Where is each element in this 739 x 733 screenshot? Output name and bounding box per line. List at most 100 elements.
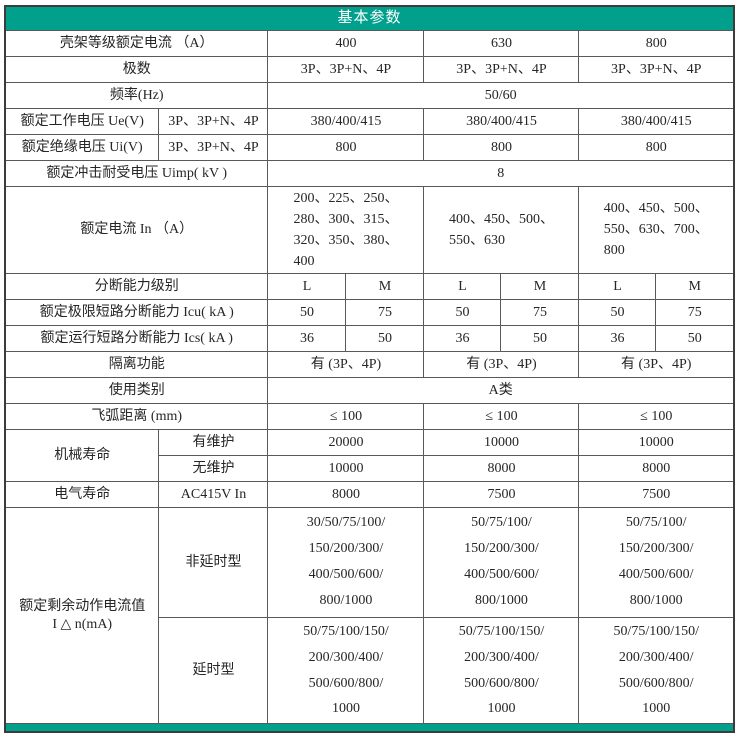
- label-frame-current: 壳架等级额定电流 （A）: [4, 29, 269, 57]
- table-row: 额定运行短路分断能力 Ics( kA ) 36 50 36 50 36 50: [4, 324, 735, 352]
- breaking-grade-value-2: L: [423, 272, 502, 300]
- rated-current-value-0: 200、225、250、 280、300、315、 320、350、380、 4…: [267, 185, 425, 274]
- rated-current-value-2: 400、450、500、 550、630、700、 800: [578, 185, 735, 274]
- icu-value-0: 50: [267, 298, 347, 326]
- poles-value-0: 3P、3P+N、4P: [267, 55, 425, 83]
- table-row: 基本参数: [4, 5, 735, 31]
- without-maintenance-value-0: 10000: [267, 454, 425, 482]
- frame-current-value-1: 630: [423, 29, 580, 57]
- without-maintenance-value-1: 8000: [423, 454, 580, 482]
- with-maintenance-value-0: 20000: [267, 428, 425, 456]
- table-row: 额定工作电压 Ue(V) 3P、3P+N、4P 380/400/415 380/…: [4, 107, 735, 135]
- label-residual-current: 额定剩余动作电流值 I △ n(mA): [4, 506, 160, 725]
- working-voltage-value-1: 380/400/415: [423, 107, 580, 135]
- table-row: 极数 3P、3P+N、4P 3P、3P+N、4P 3P、3P+N、4P: [4, 55, 735, 83]
- rated-current-list: 400、450、500、 550、630: [448, 211, 554, 248]
- delay-value-0: 50/75/100/150/ 200/300/400/ 500/600/800/…: [267, 616, 425, 725]
- label-arc-distance: 飞弧距离 (mm): [4, 402, 269, 430]
- insulation-voltage-value-2: 800: [578, 133, 735, 161]
- ics-value-3: 50: [500, 324, 580, 352]
- table-row: 电气寿命 AC415V In 8000 7500 7500: [4, 480, 735, 508]
- icu-value-5: 75: [655, 298, 735, 326]
- isolation-value-1: 有 (3P、4P): [423, 350, 580, 378]
- label-utilization-category: 使用类别: [4, 376, 269, 404]
- bottom-accent-bar: [4, 723, 735, 733]
- table-row: 额定剩余动作电流值 I △ n(mA) 非延时型 30/50/75/100/ 1…: [4, 506, 735, 725]
- ics-value-5: 50: [655, 324, 735, 352]
- ics-value-1: 50: [345, 324, 425, 352]
- electrical-life-sub-label: AC415V In: [158, 480, 269, 508]
- insulation-voltage-value-1: 800: [423, 133, 580, 161]
- table-row: 壳架等级额定电流 （A） 400 630 800: [4, 29, 735, 57]
- label-non-delay: 非延时型: [158, 506, 269, 618]
- rated-current-list: 200、225、250、 280、300、315、 320、350、380、 4…: [293, 190, 399, 269]
- table-row: 额定冲击耐受电压 Uimp( kV ) 8: [4, 159, 735, 187]
- label-icu: 额定极限短路分断能力 Icu( kA ): [4, 298, 269, 326]
- icu-value-4: 50: [578, 298, 657, 326]
- breaking-grade-value-1: M: [345, 272, 425, 300]
- isolation-value-0: 有 (3P、4P): [267, 350, 425, 378]
- label-frequency: 频率(Hz): [4, 81, 269, 109]
- rated-current-list: 400、450、500、 550、630、700、 800: [603, 201, 709, 259]
- poles-value-2: 3P、3P+N、4P: [578, 55, 735, 83]
- table-row: 额定电流 In （A） 200、225、250、 280、300、315、 32…: [4, 185, 735, 274]
- breaking-grade-value-0: L: [267, 272, 347, 300]
- icu-value-1: 75: [345, 298, 425, 326]
- table-row: 使用类别 A类: [4, 376, 735, 404]
- table-row: 机械寿命 有维护 20000 10000 10000: [4, 428, 735, 482]
- label-ics: 额定运行短路分断能力 Ics( kA ): [4, 324, 269, 352]
- table-row: 飞弧距离 (mm) ≤ 100 ≤ 100 ≤ 100: [4, 402, 735, 430]
- label-working-voltage: 额定工作电压 Ue(V): [4, 107, 160, 135]
- electrical-life-value-0: 8000: [267, 480, 425, 508]
- working-voltage-value-2: 380/400/415: [578, 107, 735, 135]
- electrical-life-value-1: 7500: [423, 480, 580, 508]
- working-voltage-value-0: 380/400/415: [267, 107, 425, 135]
- breaking-grade-value-3: M: [500, 272, 580, 300]
- working-voltage-sub-label: 3P、3P+N、4P: [158, 107, 269, 135]
- utilization-category-value: A类: [267, 376, 735, 404]
- frame-current-value-2: 800: [578, 29, 735, 57]
- delay-value-1: 50/75/100/150/ 200/300/400/ 500/600/800/…: [423, 616, 580, 725]
- label-breaking-grade: 分断能力级别: [4, 272, 269, 300]
- table-row: 分断能力级别 L M L M L M: [4, 272, 735, 300]
- electrical-life-value-2: 7500: [578, 480, 735, 508]
- ics-value-4: 36: [578, 324, 657, 352]
- table-row: 无维护 10000 8000 8000: [5, 454, 735, 482]
- arc-distance-value-2: ≤ 100: [578, 402, 735, 430]
- label-insulation-voltage: 额定绝缘电压 Ui(V): [4, 133, 160, 161]
- label-electrical-life: 电气寿命: [4, 480, 160, 508]
- arc-distance-value-0: ≤ 100: [267, 402, 425, 430]
- frame-current-value-0: 400: [267, 29, 425, 57]
- table-row: [4, 723, 735, 733]
- breaking-grade-value-4: L: [578, 272, 657, 300]
- non-delay-value-1: 50/75/100/ 150/200/300/ 400/500/600/ 800…: [423, 506, 580, 618]
- table-row: 隔离功能 有 (3P、4P) 有 (3P、4P) 有 (3P、4P): [4, 350, 735, 378]
- insulation-voltage-sub-label: 3P、3P+N、4P: [158, 133, 269, 161]
- table-row: 延时型 50/75/100/150/ 200/300/400/ 500/600/…: [5, 616, 735, 725]
- table-title: 基本参数: [4, 5, 735, 31]
- table-row: 额定极限短路分断能力 Icu( kA ) 50 75 50 75 50 75: [4, 298, 735, 326]
- without-maintenance-value-2: 8000: [578, 454, 735, 482]
- table-row: 频率(Hz) 50/60: [4, 81, 735, 109]
- label-without-maintenance: 无维护: [158, 454, 269, 482]
- arc-distance-value-1: ≤ 100: [423, 402, 580, 430]
- non-delay-value-0: 30/50/75/100/ 150/200/300/ 400/500/600/ …: [267, 506, 425, 618]
- label-with-maintenance: 有维护: [158, 428, 269, 456]
- icu-value-2: 50: [423, 298, 502, 326]
- impulse-voltage-value: 8: [267, 159, 735, 187]
- isolation-value-2: 有 (3P、4P): [578, 350, 735, 378]
- label-impulse-voltage: 额定冲击耐受电压 Uimp( kV ): [4, 159, 269, 187]
- rated-current-value-1: 400、450、500、 550、630: [423, 185, 580, 274]
- breaking-grade-value-5: M: [655, 272, 735, 300]
- poles-value-1: 3P、3P+N、4P: [423, 55, 580, 83]
- table-row: 额定绝缘电压 Ui(V) 3P、3P+N、4P 800 800 800: [4, 133, 735, 161]
- label-poles: 极数: [4, 55, 269, 83]
- ics-value-2: 36: [423, 324, 502, 352]
- label-rated-current: 额定电流 In （A）: [4, 185, 269, 274]
- insulation-voltage-value-0: 800: [267, 133, 425, 161]
- ics-value-0: 36: [267, 324, 347, 352]
- label-mechanical-life: 机械寿命: [4, 428, 160, 482]
- frequency-value: 50/60: [267, 81, 735, 109]
- with-maintenance-value-1: 10000: [423, 428, 580, 456]
- non-delay-value-2: 50/75/100/ 150/200/300/ 400/500/600/ 800…: [578, 506, 735, 618]
